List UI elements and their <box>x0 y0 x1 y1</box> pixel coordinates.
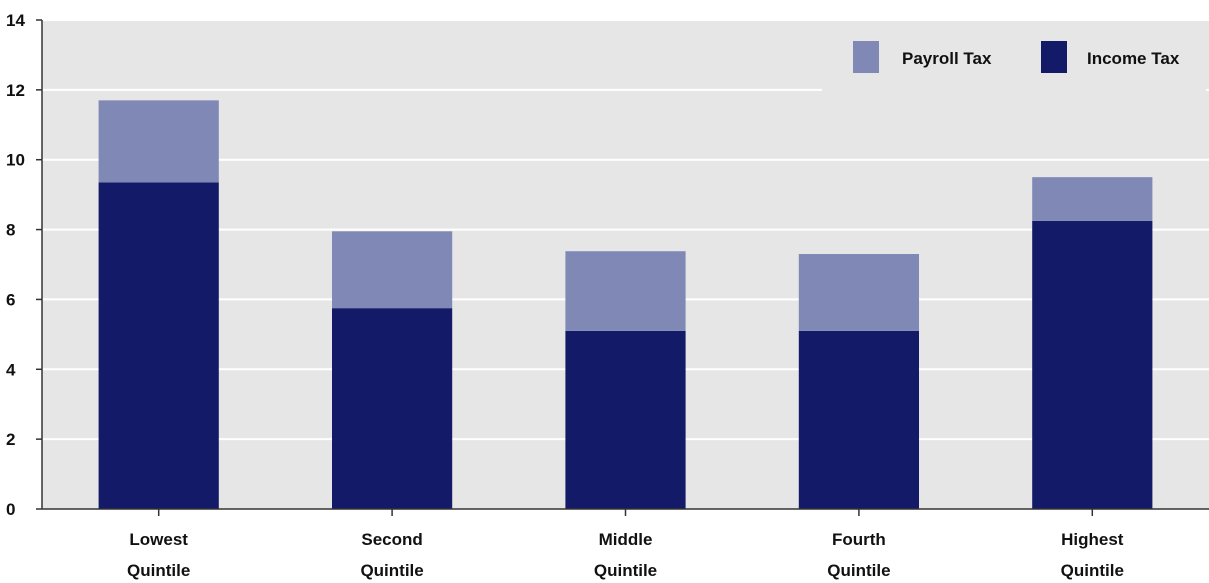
bar-income-tax <box>331 308 453 509</box>
legend: Payroll Tax Income Tax <box>822 26 1206 98</box>
y-tick-label: 2 <box>6 430 15 449</box>
x-tick-label: Fourth Quintile <box>827 530 890 580</box>
y-tick-label: 12 <box>6 81 25 100</box>
y-tick-label: 4 <box>6 360 16 379</box>
y-axis-ticks: 0 2 4 6 8 10 12 14 <box>6 11 42 519</box>
y-tick-label: 10 <box>6 151 25 170</box>
bars <box>98 100 1153 510</box>
bar-income-tax <box>565 330 686 509</box>
legend-swatch-payroll-tax <box>853 41 879 73</box>
bar-payroll-tax <box>1032 177 1153 221</box>
legend-swatch-income-tax <box>1041 41 1067 73</box>
bar-income-tax <box>1032 220 1153 509</box>
x-tick-label: Middle Quintile <box>594 530 657 580</box>
x-tick-label: Highest Quintile <box>1061 530 1124 580</box>
legend-label-income-tax: Income Tax <box>1087 49 1180 68</box>
bar-income-tax <box>98 182 219 510</box>
x-axis-labels: Lowest Quintile Second Quintile Middle Quinti… <box>127 509 1124 580</box>
x-tick-label: Second Quintile <box>360 530 423 580</box>
x-tick-label: Lowest Quintile <box>127 530 190 580</box>
bar-payroll-tax <box>565 251 686 331</box>
bar-payroll-tax <box>798 254 920 331</box>
y-tick-label: 6 <box>6 290 15 309</box>
legend-background <box>822 26 1206 98</box>
bar-payroll-tax <box>331 231 453 309</box>
bar-payroll-tax <box>98 100 219 183</box>
y-tick-label: 8 <box>6 221 15 240</box>
legend-label-payroll-tax: Payroll Tax <box>902 49 992 68</box>
y-tick-label: 14 <box>6 11 25 30</box>
bar-income-tax <box>798 330 920 509</box>
y-tick-label: 0 <box>6 500 15 519</box>
